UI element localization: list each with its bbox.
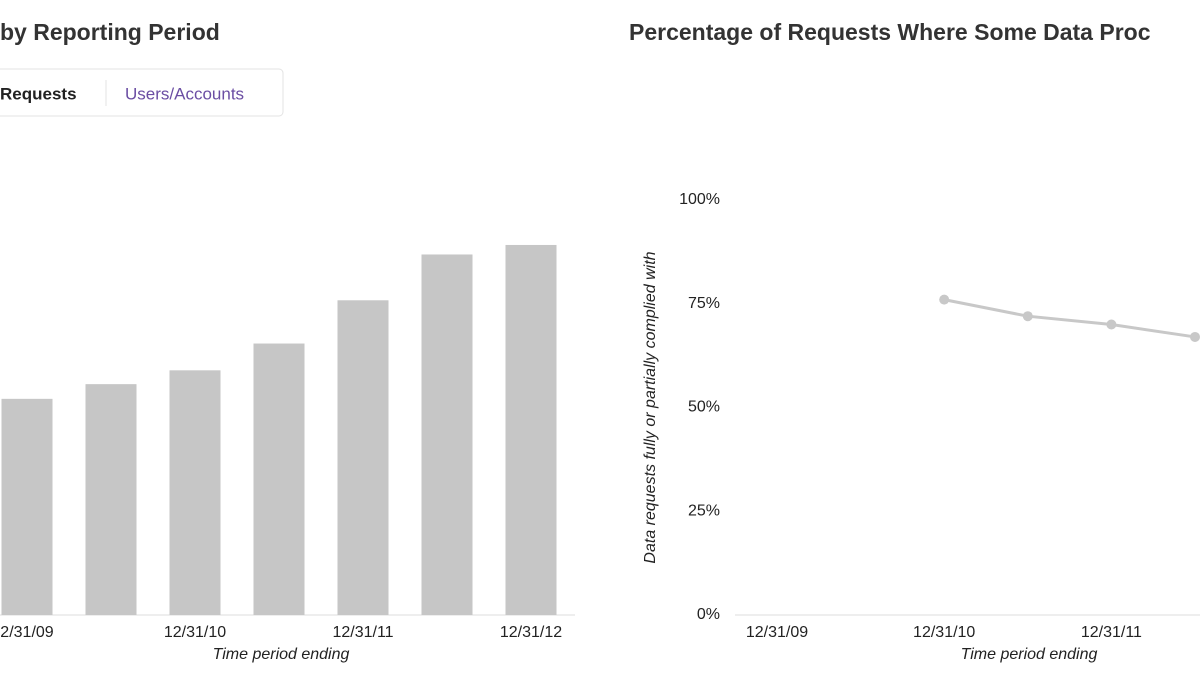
bar	[505, 244, 557, 616]
chart-title: Percentage of Requests Where Some Data P…	[629, 19, 1151, 45]
x-tick-label: 12/31/11	[332, 624, 393, 641]
bar	[421, 254, 473, 615]
bar	[253, 343, 305, 615]
chart-title: by Reporting Period	[0, 19, 220, 45]
x-axis-title: Time period ending	[213, 646, 350, 663]
x-tick-label: 12/31/09	[746, 624, 808, 641]
point	[939, 294, 950, 305]
bar	[85, 384, 137, 615]
line	[943, 298, 1196, 339]
point	[1190, 331, 1200, 342]
x-tick-label: 12/31/10	[164, 624, 226, 641]
y-axis-title: Data requests fully or partially complie…	[642, 251, 659, 563]
point	[1022, 311, 1033, 322]
x-tick-label: 12/31/11	[1081, 624, 1142, 641]
y-tick-label: 50%	[688, 399, 720, 416]
bar	[1, 398, 53, 615]
bar	[169, 370, 221, 615]
x-tick-label: 12/31/10	[913, 624, 975, 641]
point	[1106, 319, 1117, 330]
x-tick-label: 2/31/09	[0, 624, 53, 641]
y-tick-label: 25%	[688, 502, 720, 519]
bar	[337, 300, 389, 615]
y-tick-label: 100%	[679, 191, 720, 208]
tab-requests[interactable]: Requests	[0, 84, 77, 103]
tab-bar	[0, 68, 284, 117]
x-tick-label: 12/31/12	[500, 624, 562, 641]
tab-users-accounts[interactable]: Users/Accounts	[125, 84, 244, 103]
x-axis-title: Time period ending	[961, 646, 1098, 663]
y-tick-label: 0%	[697, 606, 720, 623]
y-tick-label: 75%	[688, 295, 720, 312]
